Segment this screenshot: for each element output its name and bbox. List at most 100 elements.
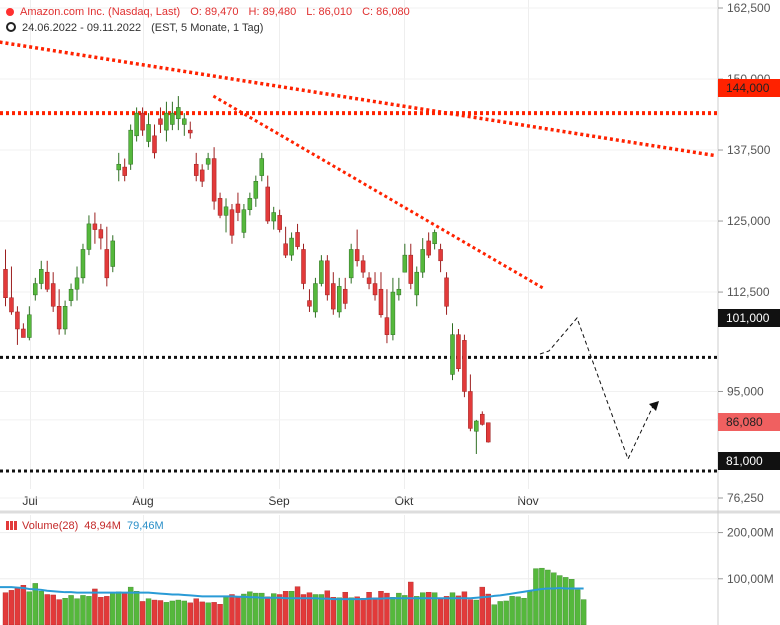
candle-body	[342, 288, 348, 304]
candle-body	[319, 260, 324, 284]
volume-bar	[235, 597, 241, 625]
volume-bar	[491, 604, 497, 625]
volume-bar	[56, 599, 62, 625]
volume-bar	[32, 583, 38, 625]
volume-bar	[20, 585, 27, 625]
candle-body	[164, 112, 169, 131]
candle-body	[414, 271, 419, 296]
candle-body	[420, 249, 425, 273]
candle-body	[277, 215, 282, 230]
candle-body	[426, 240, 431, 256]
volume-bar	[241, 593, 247, 625]
candle-body	[372, 283, 378, 296]
volume-bar	[443, 596, 450, 625]
volume-bar	[98, 597, 104, 625]
candle-body	[402, 254, 408, 273]
projection-arrow-icon	[649, 401, 659, 411]
volume-bar	[557, 575, 563, 625]
x-tick-label: Sep	[268, 494, 290, 508]
open-value: O: 89,470	[190, 6, 239, 18]
volume-bar	[330, 597, 336, 625]
candle-body	[396, 288, 402, 296]
volume-bar	[8, 590, 15, 625]
volume-bar	[229, 594, 235, 625]
high-value: H: 89,480	[248, 6, 297, 18]
volume-bar	[545, 569, 551, 625]
volume-bar	[68, 595, 74, 625]
volume-average-line	[0, 586, 584, 601]
volume-bar	[151, 599, 158, 625]
volume-bar	[86, 596, 92, 625]
y-tick-label: 125,000	[727, 214, 771, 228]
volume-bar	[509, 596, 515, 625]
candle-body	[80, 249, 86, 279]
candle-body	[360, 260, 366, 273]
candle-body	[259, 158, 265, 176]
volume-bar	[396, 592, 402, 625]
volume-bar	[402, 595, 408, 625]
candle-body	[283, 243, 288, 256]
candle-body	[474, 420, 479, 432]
low-value: L: 86,010	[306, 6, 353, 18]
x-tick-label: Okt	[395, 494, 414, 508]
volume-bar	[527, 591, 533, 625]
volume-bar	[175, 599, 182, 625]
volume-bar	[223, 596, 229, 625]
candle-body	[98, 229, 104, 239]
candle-body	[21, 328, 26, 338]
period-info: (EST, 5 Monate, 1 Tag)	[151, 22, 264, 34]
candle-body	[134, 112, 139, 137]
date-range-header: 24.06.2022 - 09.11.2022 (EST, 5 Monate, 1…	[6, 22, 263, 34]
candle-body	[44, 271, 50, 290]
candle-body	[235, 203, 241, 213]
volume-bar	[580, 599, 587, 625]
volume-bar	[569, 579, 575, 625]
candle-body	[486, 422, 491, 443]
candle-body	[182, 118, 187, 125]
volume-bar	[247, 591, 253, 625]
volume-bar	[169, 600, 176, 625]
candle-body	[450, 334, 455, 375]
volume-bar	[360, 597, 366, 625]
candle-body	[265, 186, 270, 222]
volume-bar	[139, 601, 146, 625]
candle-body	[253, 181, 259, 199]
volume-bar	[336, 597, 342, 625]
volume-bar	[2, 592, 9, 625]
volume-bar	[408, 581, 414, 625]
candle-body	[92, 223, 98, 230]
candle-body	[390, 291, 396, 335]
volume-bars-icon	[6, 521, 17, 530]
candle-body	[110, 240, 116, 267]
candle-body	[27, 314, 32, 338]
volume-bar	[414, 596, 420, 625]
candle-body	[128, 129, 133, 165]
volume-bar	[157, 600, 164, 625]
volume-bar	[121, 591, 128, 625]
volume-bar	[574, 589, 581, 625]
y-tick-label: 95,000	[727, 384, 764, 398]
candle-body	[247, 198, 253, 210]
candle-body	[384, 317, 390, 335]
candle-body	[313, 283, 318, 313]
candle-body	[456, 334, 461, 370]
volume-bar	[116, 591, 122, 625]
volume-bar	[50, 594, 56, 625]
volume-bar	[38, 591, 44, 625]
x-tick-label: Nov	[517, 494, 538, 508]
volume-bar	[62, 597, 68, 625]
x-tick-label: Aug	[132, 494, 153, 508]
candle-body	[331, 283, 336, 310]
candle-body	[104, 249, 110, 279]
volume-bar	[503, 600, 509, 625]
candle-body	[122, 166, 127, 176]
volume-tick-label: 100,00M	[727, 572, 774, 586]
volume-bar	[437, 598, 444, 625]
candle-body	[307, 300, 312, 307]
candle-body	[229, 209, 235, 236]
volume-header: Volume(28) 48,94M 79,46M	[6, 520, 164, 532]
volume-bar	[145, 598, 152, 625]
candle-body	[408, 254, 414, 284]
volume-bar	[259, 592, 265, 625]
y-tick-label: 162,500	[727, 1, 771, 15]
